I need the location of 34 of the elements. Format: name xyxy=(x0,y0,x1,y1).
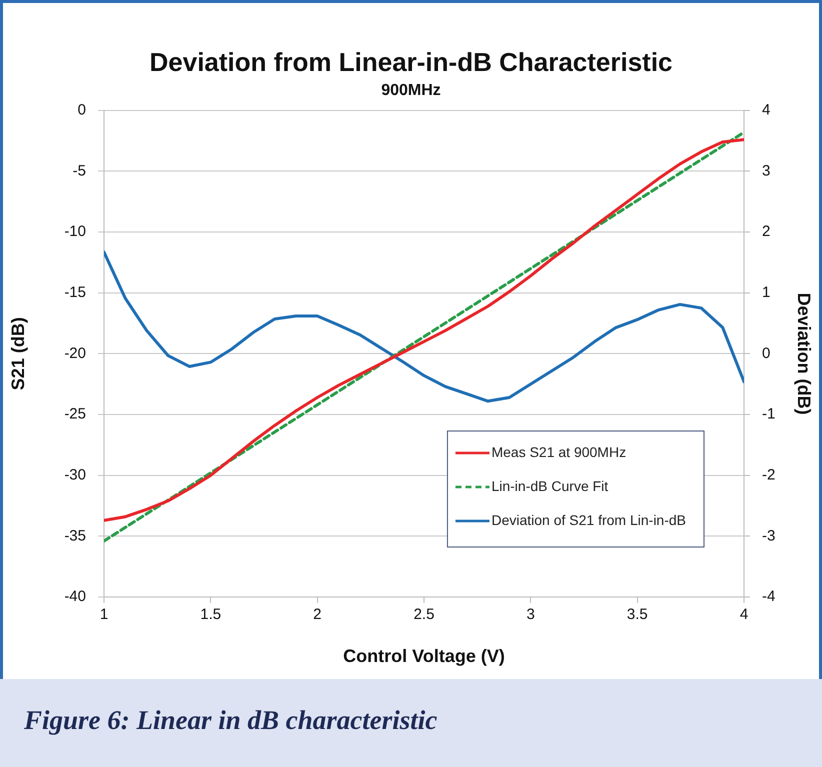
y-tick-label: -40 xyxy=(64,588,86,606)
legend-label: Lin-in-dB Curve Fit xyxy=(491,478,608,494)
x-tick-label: 2.5 xyxy=(414,606,434,624)
y2-axis-title: Deviation (dB) xyxy=(794,292,814,415)
chart-subtitle: 900MHz xyxy=(381,82,441,100)
y-tick-label: -25 xyxy=(64,406,86,423)
y2-tick-label: -4 xyxy=(762,588,776,606)
x-tick-label: 3.5 xyxy=(626,606,648,624)
y2-tick-label: -1 xyxy=(762,406,776,423)
y2-tick-label: 3 xyxy=(762,162,770,180)
y-tick-label: -10 xyxy=(64,223,86,240)
x-tick-label: 1 xyxy=(100,606,108,624)
legend-label: Deviation of S21 from Lin-in-dB xyxy=(491,512,686,528)
y2-tick-label: 0 xyxy=(762,344,770,362)
y-tick-label: -5 xyxy=(72,162,86,180)
y-tick-label: -20 xyxy=(64,344,86,362)
y-tick-label: -15 xyxy=(64,284,86,302)
y-tick-label: -30 xyxy=(64,466,86,484)
y-tick-label: 0 xyxy=(78,102,86,119)
x-tick-label: 3 xyxy=(526,606,535,624)
y2-tick-label: 4 xyxy=(762,102,770,119)
y2-tick-label: -2 xyxy=(762,466,776,484)
x-axis-title: Control Voltage (V) xyxy=(343,646,505,666)
x-tick-label: 4 xyxy=(740,606,748,624)
y-axis-title: S21 (dB) xyxy=(8,317,28,390)
caption: Figure 6: Linear in dB characteristic xyxy=(24,705,438,736)
chart-title: Deviation from Linear-in-dB Characteristic xyxy=(150,46,672,77)
y2-tick-label: 2 xyxy=(762,223,770,240)
legend-label: Meas S21 at 900MHz xyxy=(491,444,626,460)
y2-tick-label: 1 xyxy=(762,284,770,302)
y-tick-label: -35 xyxy=(64,527,86,544)
x-tick-label: 1.5 xyxy=(200,606,222,624)
x-tick-label: 2 xyxy=(313,606,322,624)
y2-tick-label: -3 xyxy=(762,527,776,544)
